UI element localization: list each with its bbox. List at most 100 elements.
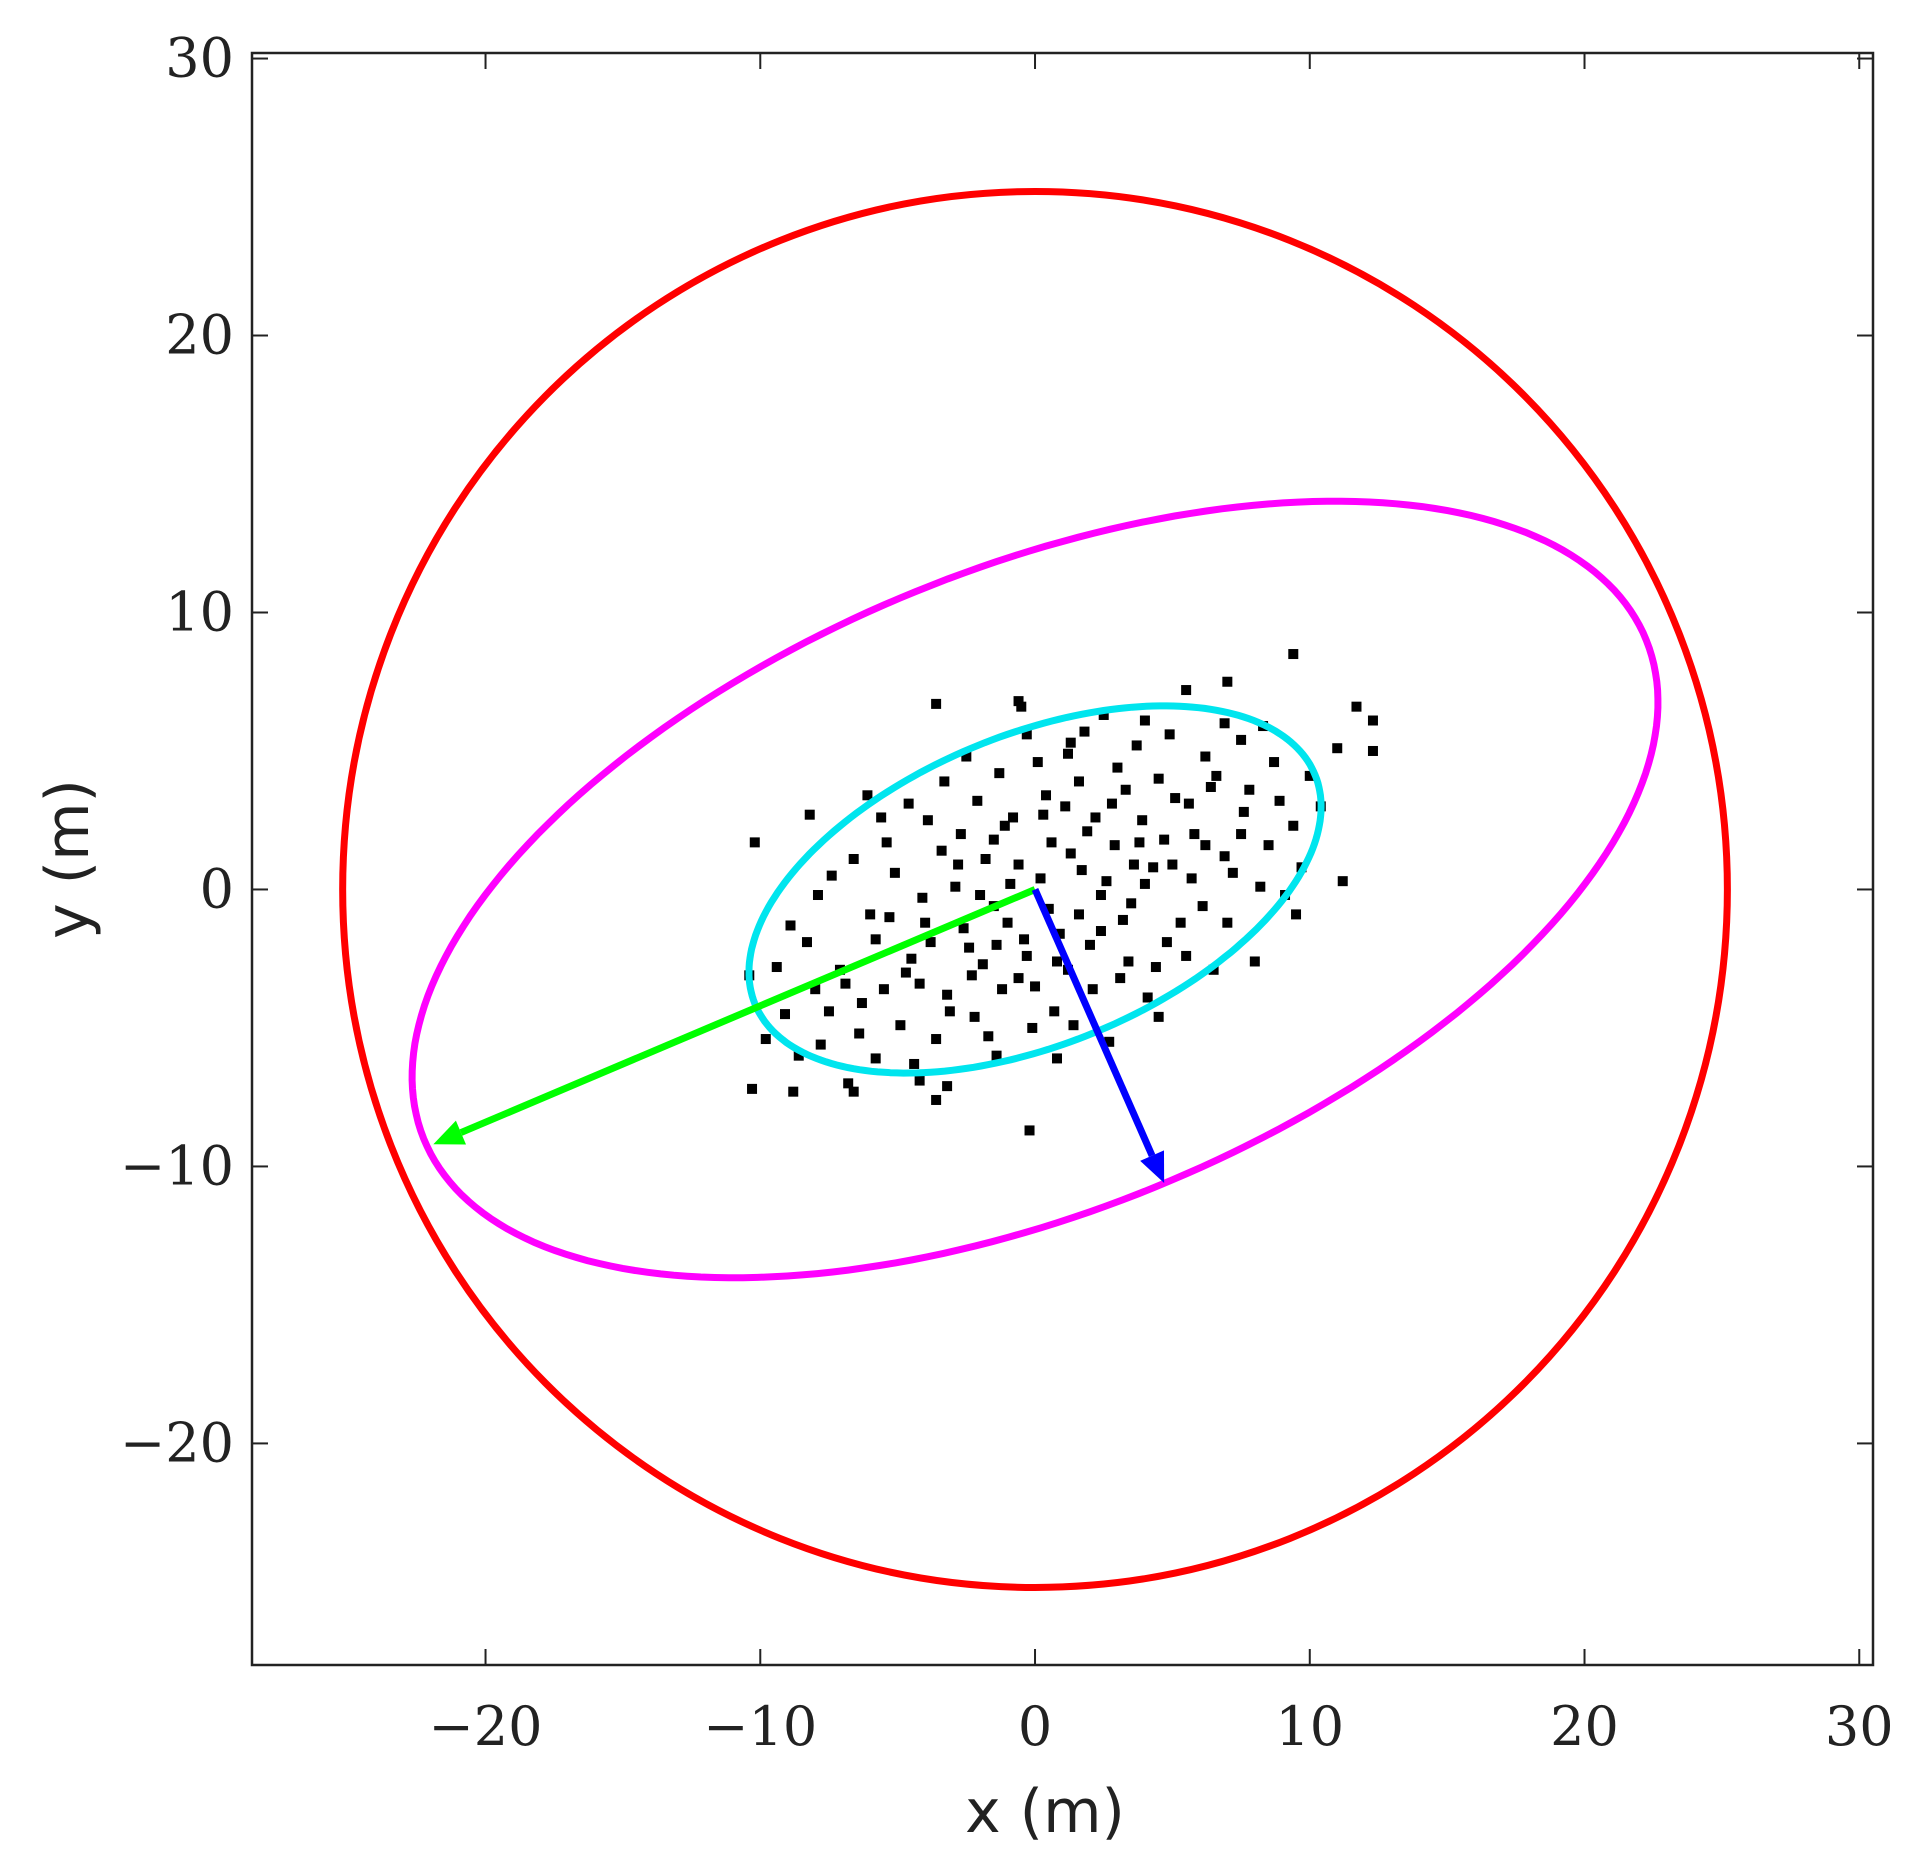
data-point	[1005, 878, 1016, 889]
data-point	[1068, 1020, 1079, 1031]
data-point	[881, 837, 892, 848]
data-point	[939, 776, 950, 787]
data-point	[1205, 781, 1216, 792]
data-point	[870, 1053, 881, 1064]
data-point	[780, 1009, 791, 1020]
data-point	[1115, 973, 1126, 984]
x-axis-title: x (m)	[965, 1777, 1125, 1847]
data-point	[1236, 734, 1247, 745]
data-point	[1337, 876, 1348, 887]
data-point	[931, 698, 942, 709]
data-point	[1027, 1022, 1038, 1033]
data-point	[1021, 950, 1032, 961]
data-point	[1183, 798, 1194, 809]
data-point	[1109, 840, 1120, 851]
data-point	[966, 970, 977, 981]
data-point	[895, 1020, 906, 1031]
data-point	[1054, 928, 1065, 939]
data-point	[1153, 1011, 1164, 1022]
data-point	[1161, 937, 1172, 948]
data-point	[1219, 851, 1230, 862]
x-tick-label: −10	[703, 1695, 817, 1758]
data-point	[950, 881, 961, 892]
data-point	[1021, 729, 1032, 740]
data-point	[1222, 917, 1233, 928]
data-point	[1167, 859, 1178, 870]
data-point	[942, 989, 953, 1000]
data-point	[1079, 726, 1090, 737]
data-point	[804, 809, 815, 820]
data-point	[862, 790, 873, 801]
x-tick-label: 30	[1825, 1695, 1894, 1758]
data-point	[1255, 881, 1266, 892]
data-point	[922, 815, 933, 826]
data-point	[920, 917, 931, 928]
data-point	[958, 923, 969, 934]
data-point	[1200, 840, 1211, 851]
data-point	[749, 837, 760, 848]
data-point	[884, 912, 895, 923]
data-point	[1244, 784, 1255, 795]
data-point	[876, 812, 887, 823]
data-point	[1153, 773, 1164, 784]
data-point	[1035, 873, 1046, 884]
data-point	[991, 1050, 1002, 1061]
data-point	[1013, 696, 1024, 707]
data-point	[1073, 909, 1084, 920]
minor-axis-arrow-head	[1140, 1150, 1165, 1184]
data-point	[972, 795, 983, 806]
data-point	[1106, 798, 1117, 809]
data-point	[1186, 873, 1197, 884]
data-point	[1249, 956, 1260, 967]
data-point	[991, 939, 1002, 950]
data-point	[1142, 992, 1153, 1003]
data-point	[785, 920, 796, 931]
data-point	[1134, 837, 1145, 848]
y-tick-label: −20	[120, 1411, 234, 1474]
data-point	[1236, 829, 1247, 840]
data-point	[1084, 939, 1095, 950]
data-point	[1263, 840, 1274, 851]
data-point	[1200, 751, 1211, 762]
data-point	[1238, 806, 1249, 817]
data-point	[1013, 973, 1024, 984]
data-point	[975, 890, 986, 901]
data-point	[823, 1006, 834, 1017]
data-point	[953, 859, 964, 870]
data-point	[747, 1083, 758, 1094]
data-point	[848, 854, 859, 864]
data-point	[942, 1081, 953, 1092]
data-point	[843, 1078, 854, 1089]
data-point	[1043, 903, 1054, 914]
data-point	[983, 1031, 994, 1042]
data-point	[870, 934, 881, 945]
data-point	[801, 937, 812, 948]
data-point	[1101, 876, 1112, 887]
y-axis-title: y (m)	[33, 779, 103, 939]
data-point	[931, 1034, 942, 1045]
minor-axis-arrow-shaft	[1031, 888, 1156, 1158]
data-point	[1032, 757, 1043, 768]
data-point	[1095, 926, 1106, 937]
data-point	[1291, 909, 1302, 920]
y-tick-label: 0	[200, 857, 234, 920]
data-point	[771, 962, 782, 973]
data-point	[914, 978, 925, 989]
x-tick-label: 0	[1018, 1695, 1052, 1758]
data-point	[1117, 914, 1128, 925]
data-point	[793, 1050, 804, 1061]
data-point	[931, 1094, 942, 1105]
data-point	[997, 984, 1008, 995]
data-point	[1367, 745, 1378, 756]
y-tick-label: 20	[165, 304, 234, 367]
data-point	[1076, 865, 1087, 876]
data-point	[826, 870, 837, 881]
data-point	[1197, 901, 1208, 912]
data-point	[988, 834, 999, 845]
data-point	[925, 937, 936, 948]
data-point	[1139, 715, 1150, 726]
data-point	[1269, 757, 1280, 768]
data-point	[1062, 748, 1073, 759]
